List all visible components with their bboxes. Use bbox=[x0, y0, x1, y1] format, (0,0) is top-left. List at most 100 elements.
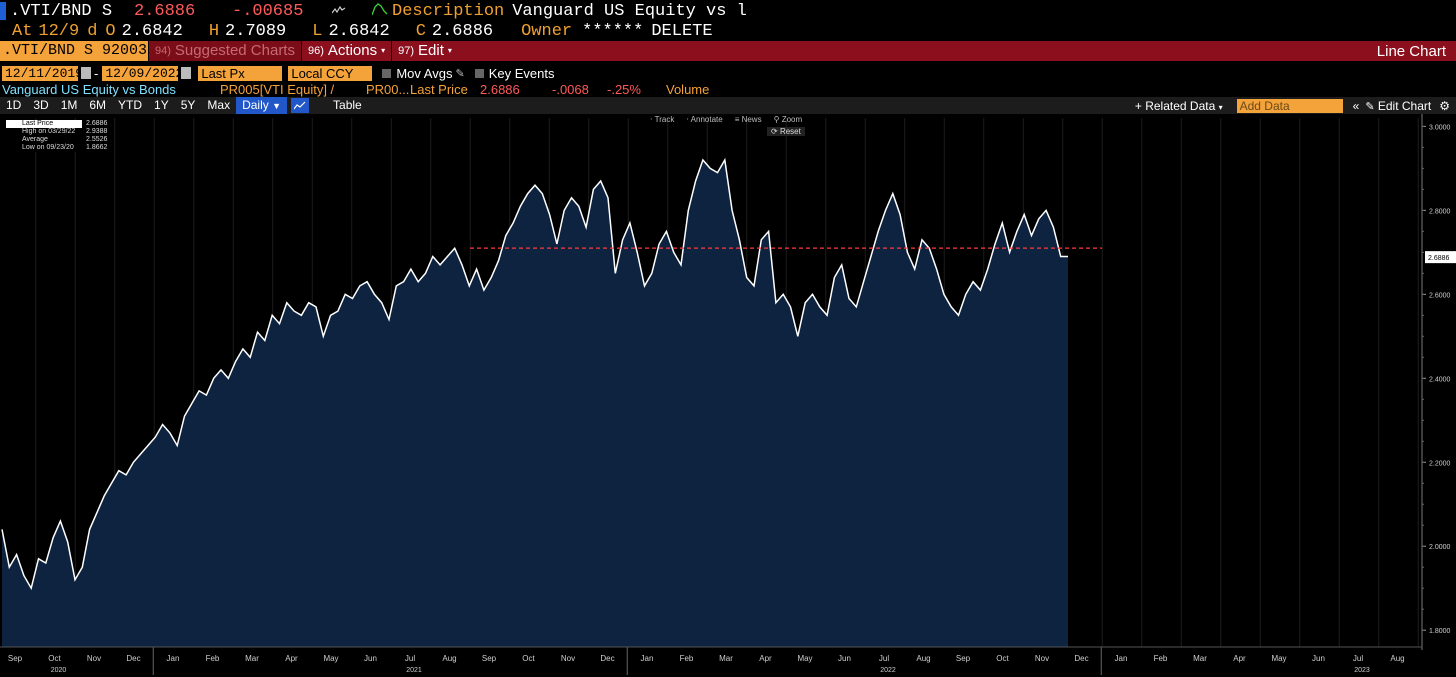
x-tick-label: Aug bbox=[1390, 654, 1404, 663]
reset-label: Reset bbox=[779, 127, 801, 136]
edit-label: Edit bbox=[418, 42, 444, 59]
chart-toolbar: 1D 3D 1M 6M YTD 1Y 5Y Max Daily ▼ Table … bbox=[0, 97, 1456, 114]
legend-row: Low on 09/23/20 1.8662 bbox=[6, 144, 112, 152]
x-axis: Sep Oct Nov Dec Jan Feb Mar Apr May Jun Jul Aug Sep O… bbox=[0, 646, 1422, 675]
chart-legend: Last Price 2.6886 High on 03/29/22 2.9388 … bbox=[6, 120, 112, 152]
pencil-icon: ✎ bbox=[1365, 100, 1375, 113]
frequency-label: Daily bbox=[242, 98, 269, 112]
x-tick-label: Jul bbox=[405, 654, 415, 663]
x-tick-label: May bbox=[1271, 654, 1286, 663]
actions-label: Actions bbox=[327, 42, 378, 59]
suggested-charts-button[interactable]: 94) Suggested Charts bbox=[148, 41, 301, 61]
price-area bbox=[2, 160, 1068, 647]
start-date-field[interactable]: 12/11/2019 bbox=[2, 65, 83, 81]
legend-value: 2.5526 bbox=[86, 136, 108, 143]
at-date: 12/9 bbox=[38, 22, 80, 41]
series-legend: Vanguard US Equity vs Bonds PR005[VTI Eq… bbox=[0, 82, 1456, 97]
trend-spark-icon bbox=[371, 2, 392, 20]
legend-row: Average 2.5526 bbox=[6, 136, 112, 144]
end-date-field[interactable]: 12/09/2022 bbox=[102, 65, 183, 81]
range-1m[interactable]: 1M bbox=[60, 98, 78, 112]
collapse-icon[interactable]: « bbox=[1352, 98, 1360, 113]
x-tick-label: Sep bbox=[956, 654, 971, 663]
news-tool[interactable]: ≡ News bbox=[734, 115, 762, 124]
range-6m[interactable]: 6M bbox=[89, 98, 107, 112]
open-label: O bbox=[105, 22, 116, 41]
edit-chart-button[interactable]: ✎ Edit Chart bbox=[1365, 99, 1431, 113]
news-label: News bbox=[741, 115, 762, 124]
high-label: H bbox=[208, 22, 220, 41]
x-tick-label: Mar bbox=[719, 654, 733, 663]
key-events-checkbox[interactable] bbox=[474, 68, 484, 78]
legend-change: -.0068 bbox=[552, 82, 589, 97]
caret-down-icon: ▾ bbox=[447, 46, 452, 55]
sparkline-icon bbox=[331, 3, 352, 19]
legend-label: Low on 09/23/20 bbox=[6, 144, 82, 152]
x-tick-label: Jun bbox=[1312, 654, 1325, 663]
x-year-label: 2023 bbox=[1354, 667, 1370, 674]
y-tick-label: 2.4000 bbox=[1429, 376, 1451, 383]
x-tick-label: Dec bbox=[1074, 654, 1088, 663]
zoom-label: Zoom bbox=[781, 115, 803, 124]
x-tick-label: Sep bbox=[482, 654, 497, 663]
key-events-label: Key Events bbox=[488, 65, 555, 81]
reset-button[interactable]: ⟳ Reset bbox=[767, 127, 805, 136]
gear-icon[interactable]: ⚙ bbox=[1439, 98, 1450, 113]
track-tool[interactable]: ⋅ Track bbox=[650, 115, 675, 124]
edit-number: 97) bbox=[398, 45, 415, 57]
close-label: C bbox=[415, 22, 426, 41]
x-tick-label: Feb bbox=[1154, 654, 1168, 663]
y-tick-label: 2.2000 bbox=[1429, 460, 1451, 467]
d-label: d bbox=[87, 22, 98, 41]
related-data-button[interactable]: + Related Data ▾ bbox=[1135, 99, 1223, 113]
open-value: 2.6842 bbox=[121, 22, 183, 41]
x-tick-label: Jan bbox=[167, 654, 180, 663]
series-formula-2: PR00... bbox=[366, 82, 410, 97]
legend-last-price: 2.6886 bbox=[480, 82, 520, 97]
x-year-label: 2022 bbox=[880, 667, 896, 674]
calendar-icon[interactable] bbox=[181, 67, 192, 79]
edit-menu[interactable]: 97) Edit ▾ bbox=[391, 41, 458, 61]
x-tick-label: Feb bbox=[206, 654, 220, 663]
volume-label[interactable]: Volume bbox=[666, 82, 710, 97]
range-1d[interactable]: 1D bbox=[6, 98, 22, 112]
add-data-input[interactable]: Add Data bbox=[1236, 98, 1343, 113]
x-tick-label: Apr bbox=[1233, 654, 1246, 663]
y-tick-label: 2.0000 bbox=[1429, 544, 1451, 551]
table-button[interactable]: Table bbox=[333, 98, 362, 112]
line-chart-icon[interactable] bbox=[291, 98, 310, 113]
track-label: Track bbox=[654, 115, 675, 124]
calendar-icon[interactable] bbox=[81, 67, 91, 79]
caret-down-icon: ▼ bbox=[272, 101, 282, 111]
legend-value: 2.6886 bbox=[86, 120, 108, 127]
x-tick-label: May bbox=[323, 654, 338, 663]
legend-label: High on 03/29/22 bbox=[6, 128, 82, 136]
range-ytd[interactable]: YTD bbox=[118, 98, 143, 112]
mov-avgs-label: Mov Avgs bbox=[396, 65, 453, 81]
currency-select[interactable]: Local CCY bbox=[288, 65, 373, 81]
series-name[interactable]: Vanguard US Equity vs Bonds bbox=[2, 82, 176, 97]
range-max[interactable]: Max bbox=[207, 98, 231, 112]
low-value: 2.6842 bbox=[328, 22, 390, 41]
mov-avgs-checkbox[interactable] bbox=[382, 68, 392, 78]
field-select[interactable]: Last Px bbox=[198, 65, 283, 81]
range-3d[interactable]: 3D bbox=[33, 98, 49, 112]
legend-value: 2.9388 bbox=[86, 128, 108, 135]
zoom-tool[interactable]: ⚲ Zoom bbox=[773, 115, 803, 124]
frequency-dropdown[interactable]: Daily ▼ bbox=[236, 97, 288, 114]
range-1y[interactable]: 1Y bbox=[154, 98, 169, 112]
annotate-tool[interactable]: ⋅ Annotate bbox=[686, 115, 723, 124]
ticker-symbol[interactable]: .VTI/BND S bbox=[10, 1, 113, 21]
chart-controls: 12/11/2019 - 12/09/2022 Last Px Local CC… bbox=[0, 65, 1456, 81]
low-label: L bbox=[312, 22, 323, 41]
security-field[interactable]: .VTI/BND S 920037 bbox=[0, 41, 148, 61]
x-tick-label: Mar bbox=[245, 654, 259, 663]
price-chart[interactable]: 3.0000 2.8000 2.6000 2.4000 2.2000 2.0000 1.80… bbox=[0, 114, 1456, 677]
delete-button[interactable]: DELETE bbox=[651, 22, 713, 41]
x-tick-label: Mar bbox=[1193, 654, 1207, 663]
pencil-icon[interactable]: ✎ bbox=[455, 67, 465, 80]
x-tick-label: Jun bbox=[364, 654, 377, 663]
x-tick-label: Jan bbox=[1115, 654, 1128, 663]
actions-menu[interactable]: 96) Actions ▾ bbox=[300, 41, 391, 61]
range-5y[interactable]: 5Y bbox=[180, 98, 196, 112]
